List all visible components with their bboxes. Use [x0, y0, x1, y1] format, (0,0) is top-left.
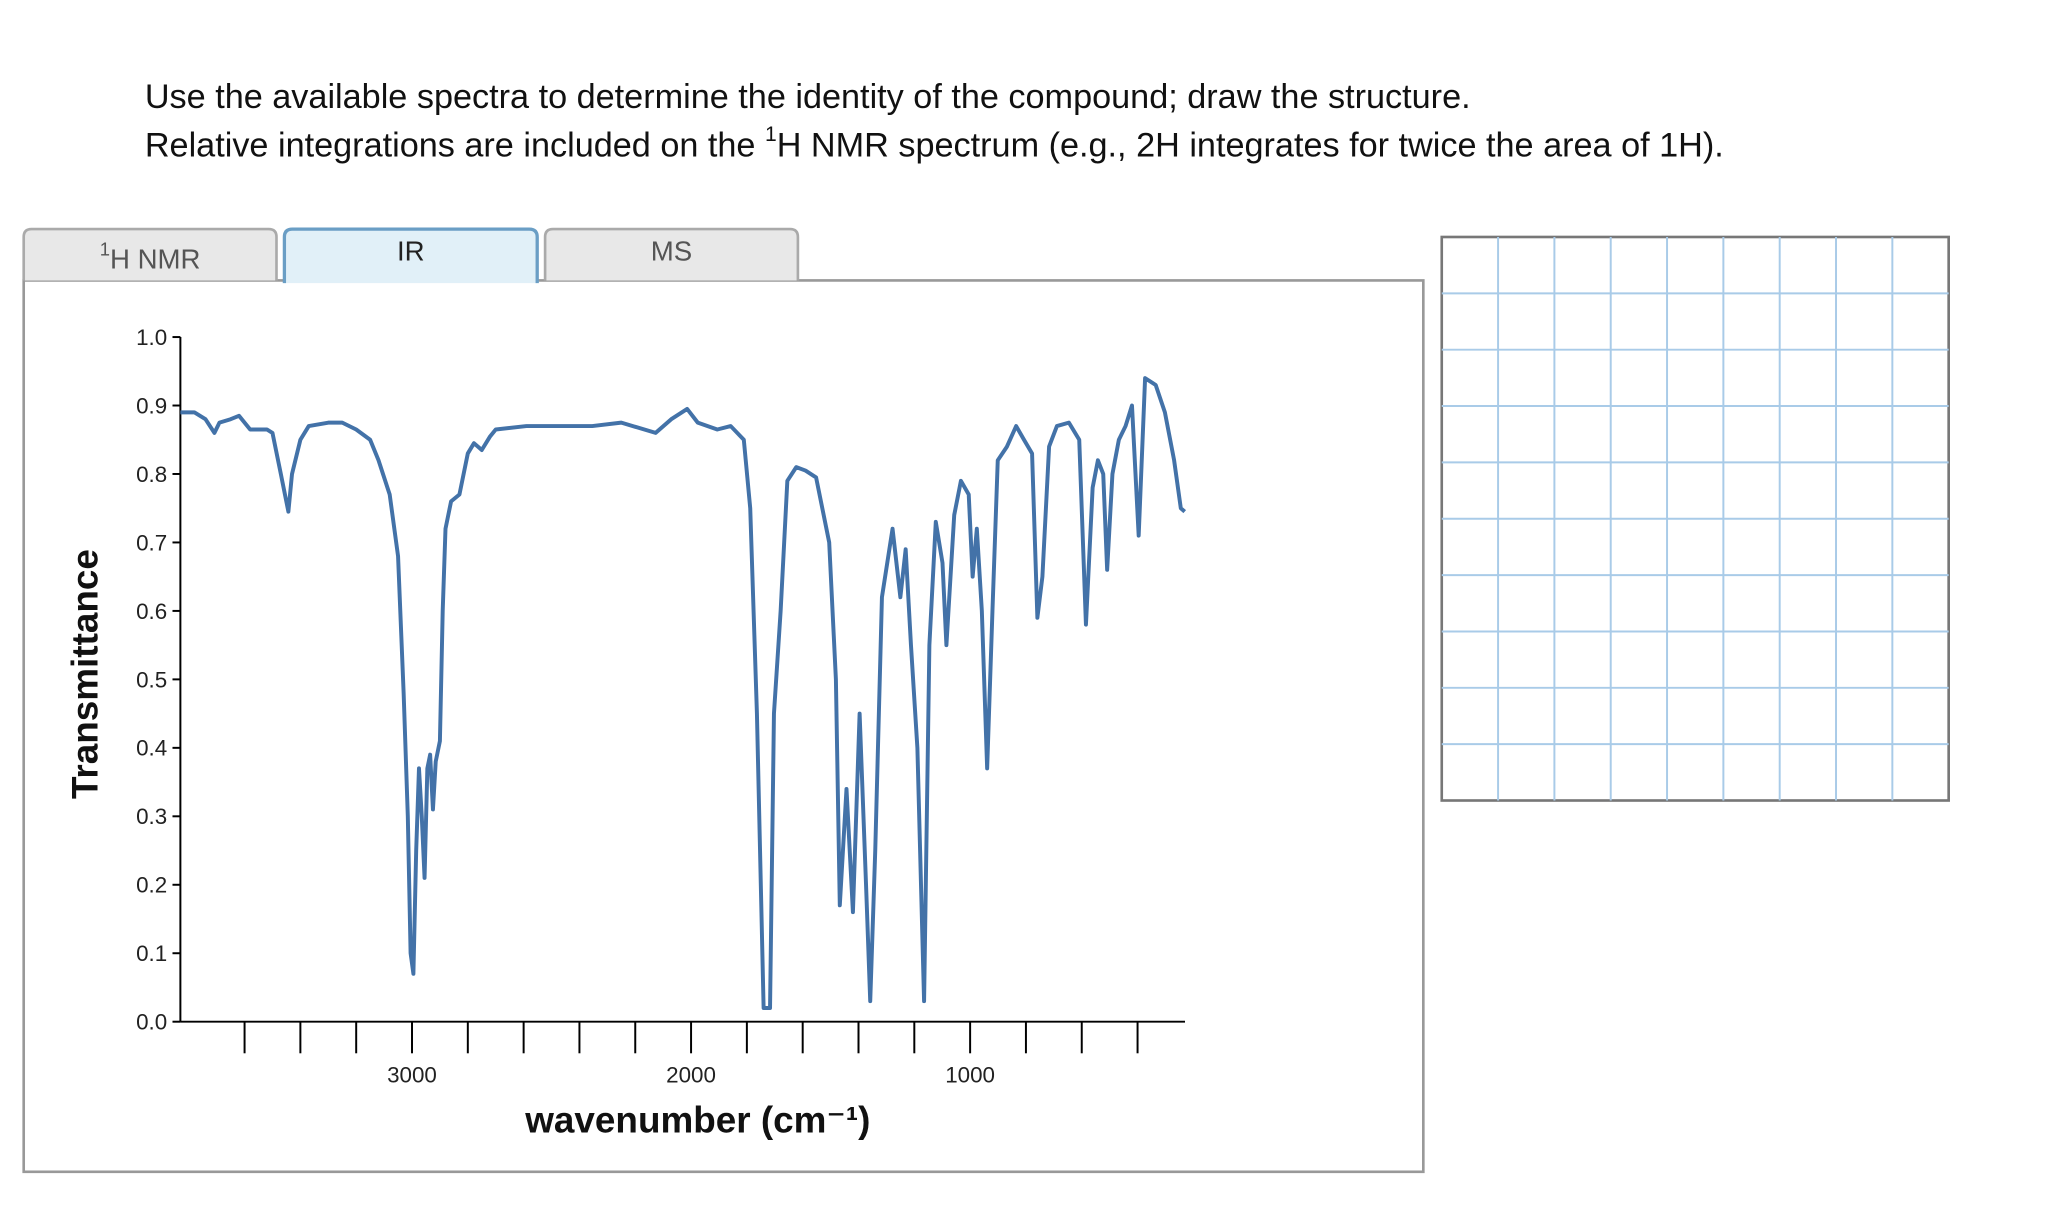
tab-label[interactable]: MS	[651, 236, 692, 267]
y-tick-label: 0.7	[136, 530, 167, 555]
tab-label-text[interactable]: H NMR	[110, 244, 201, 275]
tab-shape[interactable]	[282, 227, 539, 284]
y-tick-label: 0.5	[136, 667, 167, 692]
y-axis-title: Transmittance	[64, 549, 105, 799]
x-tick-label: 2000	[666, 1062, 716, 1087]
tab-label[interactable]: IR	[397, 236, 425, 267]
tab-shape[interactable]	[22, 227, 278, 281]
chart: wavenumber (cm⁻¹) Transmittance 0.0 0.1 0.…	[64, 325, 1187, 1140]
tab-label[interactable]: 1H NMR	[100, 238, 201, 274]
superscript[interactable]: 1	[100, 238, 110, 259]
tab[interactable]: 1H NMR	[22, 227, 278, 281]
y-tick-label: 0.4	[136, 736, 167, 761]
instruction-text: Relative integrations are included on th…	[145, 127, 765, 165]
superscript: 1	[765, 123, 777, 146]
x-tick-label: 1000	[945, 1062, 995, 1087]
tab[interactable]: IR	[282, 227, 539, 284]
y-tick-label: 0.1	[136, 941, 167, 966]
y-tick-label: 0.6	[136, 599, 167, 624]
y-tick-label: 0.2	[136, 873, 167, 898]
y-tick-label: 0.9	[136, 393, 167, 418]
x-axis-title: wavenumber (cm⁻¹)	[524, 1099, 870, 1140]
instruction: Relative integrations are included on th…	[145, 123, 1724, 165]
tab-shape[interactable]	[543, 227, 800, 281]
instruction-text: H NMR spectrum (e.g., 2H integrates for …	[777, 127, 1724, 165]
y-tick-label: 0.8	[136, 462, 167, 487]
spectrum-line	[180, 376, 1187, 1010]
tab[interactable]: MS	[543, 227, 800, 281]
y-tick-label: 0.3	[136, 804, 167, 829]
instruction: Use the available spectra to determine t…	[145, 78, 1471, 116]
y-tick-label: 0.0	[136, 1010, 167, 1035]
y-tick-label: 1.0	[136, 325, 167, 350]
drawing-area[interactable]	[1440, 235, 1950, 802]
panel	[22, 279, 1425, 1174]
x-tick-label: 3000	[387, 1062, 437, 1087]
